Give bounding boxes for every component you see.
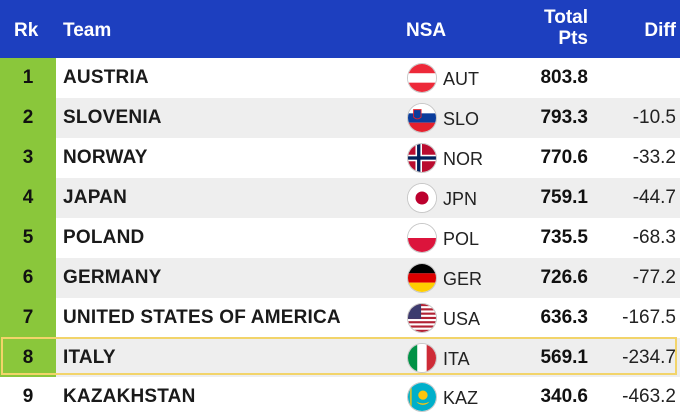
- rank-cell: 6: [0, 258, 56, 298]
- header-total-line1: Total: [544, 7, 588, 28]
- nsa-code: SLO: [443, 109, 480, 129]
- nsa-code: AUT: [443, 69, 479, 89]
- points-diff: -463.2: [622, 386, 676, 407]
- norway-flag-icon: [407, 143, 437, 173]
- nsa-code: USA: [443, 309, 481, 329]
- points-diff: -68.3: [632, 227, 676, 248]
- team-name: JAPAN: [63, 187, 127, 208]
- points-diff: -33.2: [632, 147, 676, 168]
- table-row[interactable]: 7 UNITED STATES OF AMERICA USA 636.3 -16…: [0, 298, 680, 338]
- kazakhstan-flag-icon: [407, 382, 437, 412]
- italy-flag-icon: [407, 343, 437, 373]
- points-diff: -77.2: [632, 267, 676, 288]
- points-diff: -167.5: [622, 307, 676, 328]
- table-row[interactable]: 9 KAZAKHSTAN KAZ 340.6 -463.2: [0, 377, 680, 417]
- header-total-points: Total Pts: [500, 7, 588, 49]
- total-points: 340.6: [540, 386, 588, 407]
- table-row[interactable]: 6 GERMANY GER 726.6 -77.2: [0, 258, 680, 298]
- team-name: AUSTRIA: [63, 67, 149, 88]
- rank-cell: 9: [22, 386, 34, 407]
- table-row-highlighted[interactable]: 8 ITALY ITA 569.1 -234.7: [0, 338, 680, 378]
- points-diff: -44.7: [632, 187, 676, 208]
- total-points: 735.5: [540, 227, 588, 248]
- usa-flag-icon: [407, 303, 437, 333]
- nsa-code: GER: [443, 269, 483, 289]
- rank-cell: 3: [0, 138, 56, 178]
- rank-cell: 4: [0, 178, 56, 218]
- table-row[interactable]: 3 NORWAY NOR 770.6 -33.2: [0, 138, 680, 178]
- total-points: 770.6: [540, 147, 588, 168]
- japan-flag-icon: [407, 183, 437, 213]
- table-row[interactable]: 5 POLAND POL 735.5 -68.3: [0, 218, 680, 258]
- team-name: GERMANY: [63, 267, 162, 288]
- team-name: POLAND: [63, 227, 145, 248]
- total-points: 803.8: [540, 67, 588, 88]
- points-diff: [596, 58, 676, 98]
- nsa-code: POL: [443, 229, 480, 249]
- table-row[interactable]: 2 SLOVENIA SLO 793.3 -10.5: [0, 98, 680, 138]
- team-name: NORWAY: [63, 147, 148, 168]
- poland-flag-icon: [407, 223, 437, 253]
- total-points: 636.3: [540, 307, 588, 328]
- total-points: 759.1: [540, 187, 588, 208]
- germany-flag-icon: [407, 263, 437, 293]
- total-points: 793.3: [540, 107, 588, 128]
- nsa-code: ITA: [443, 349, 470, 369]
- austria-flag-icon: [407, 63, 437, 93]
- nsa-code: JPN: [443, 189, 478, 209]
- total-points: 569.1: [540, 347, 588, 368]
- header-diff: Diff: [644, 20, 676, 41]
- rank-cell: 8: [0, 338, 56, 378]
- rank-cell: 5: [0, 218, 56, 258]
- header-rank: Rk: [14, 20, 39, 41]
- header-total-line2: Pts: [558, 28, 588, 49]
- nsa-code: NOR: [443, 149, 483, 169]
- points-diff: -234.7: [622, 347, 676, 368]
- points-diff: -10.5: [632, 107, 676, 128]
- nsa-code: KAZ: [443, 388, 479, 408]
- team-name: KAZAKHSTAN: [63, 386, 196, 407]
- team-name: UNITED STATES OF AMERICA: [63, 307, 341, 328]
- rank-cell: 7: [0, 298, 56, 338]
- total-points: 726.6: [540, 267, 588, 288]
- header-nsa: NSA: [406, 20, 447, 41]
- team-name: ITALY: [63, 347, 116, 368]
- header-team: Team: [63, 20, 112, 41]
- table-row[interactable]: 1 AUSTRIA AUT 803.8: [0, 58, 680, 98]
- slovenia-flag-icon: [407, 103, 437, 133]
- table-header: Rk Team NSA Total Pts Diff: [0, 0, 680, 58]
- table-row[interactable]: 4 JAPAN JPN 759.1 -44.7: [0, 178, 680, 218]
- team-name: SLOVENIA: [63, 107, 162, 128]
- rank-cell: 2: [0, 98, 56, 138]
- rank-cell: 1: [0, 58, 56, 98]
